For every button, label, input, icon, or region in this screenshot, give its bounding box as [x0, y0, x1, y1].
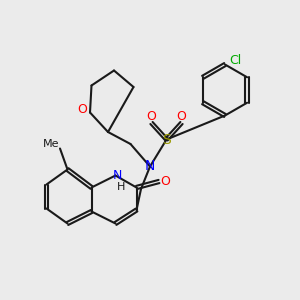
Text: O: O [78, 103, 87, 116]
Text: Cl: Cl [230, 53, 242, 67]
Text: N: N [145, 160, 155, 173]
Text: N: N [112, 169, 122, 182]
Text: Me: Me [43, 139, 59, 149]
Text: O: O [177, 110, 186, 124]
Text: H: H [117, 182, 125, 192]
Text: O: O [147, 110, 156, 124]
Text: S: S [162, 133, 171, 146]
Text: O: O [160, 175, 170, 188]
